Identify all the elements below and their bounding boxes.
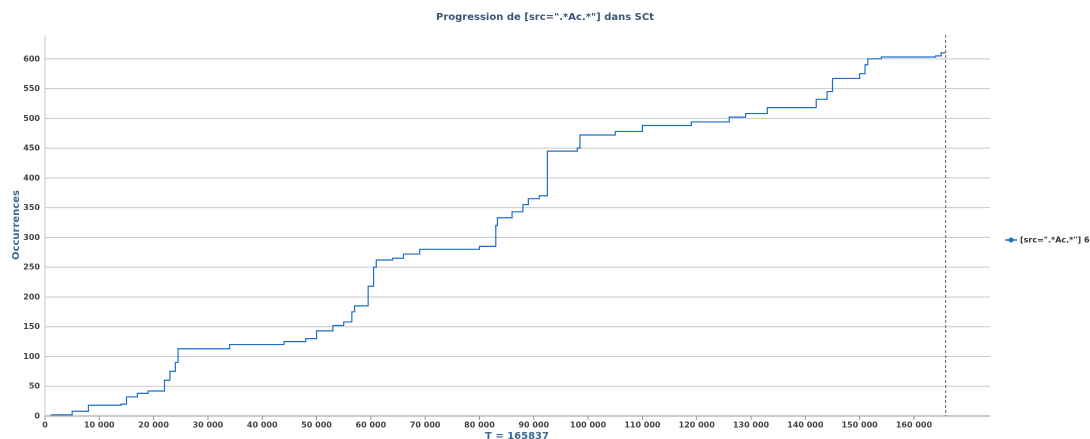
x-tick-label: 160 000: [896, 421, 933, 430]
y-tick-label: 0: [34, 412, 40, 421]
y-tick-label: 200: [23, 292, 40, 301]
x-axis-label: T = 165837: [485, 431, 549, 439]
x-tick-label: 90 000: [518, 421, 549, 430]
x-tick-label: 100 000: [570, 421, 607, 430]
x-tick-label: 130 000: [733, 421, 770, 430]
y-tick-label: 500: [23, 114, 40, 123]
x-tick-label: 40 000: [247, 421, 278, 430]
x-tick-label: 30 000: [193, 421, 224, 430]
legend-dot: [1008, 237, 1014, 243]
y-tick-label: 300: [23, 233, 40, 242]
x-tick-label: 50 000: [301, 421, 332, 430]
x-tick-label: 110 000: [624, 421, 661, 430]
y-tick-label: 600: [23, 54, 40, 63]
x-tick-label: 80 000: [464, 421, 495, 430]
y-tick-label: 450: [23, 144, 40, 153]
y-tick-label: 550: [23, 84, 40, 93]
x-tick-label: 20 000: [138, 421, 169, 430]
y-tick-label: 150: [23, 322, 40, 331]
y-tick-label: 250: [23, 263, 40, 272]
x-tick-label: 140 000: [787, 421, 824, 430]
x-tick-label: 0: [42, 421, 48, 430]
x-tick-label: 10 000: [84, 421, 115, 430]
series-line: [50, 52, 946, 416]
y-tick-label: 350: [23, 203, 40, 212]
y-axis-label: Occurrences: [11, 190, 22, 260]
x-tick-label: 70 000: [410, 421, 441, 430]
x-tick-label: 120 000: [679, 421, 716, 430]
y-tick-label: 100: [23, 352, 40, 361]
x-tick-label: 60 000: [356, 421, 387, 430]
y-tick-label: 400: [23, 173, 40, 182]
y-tick-label: 50: [29, 382, 41, 391]
x-tick-label: 150 000: [842, 421, 879, 430]
legend-label: [src=".*Ac.*"] 610: [1020, 236, 1090, 245]
chart-title: Progression de [src=".*Ac.*"] dans SCt: [436, 12, 654, 23]
